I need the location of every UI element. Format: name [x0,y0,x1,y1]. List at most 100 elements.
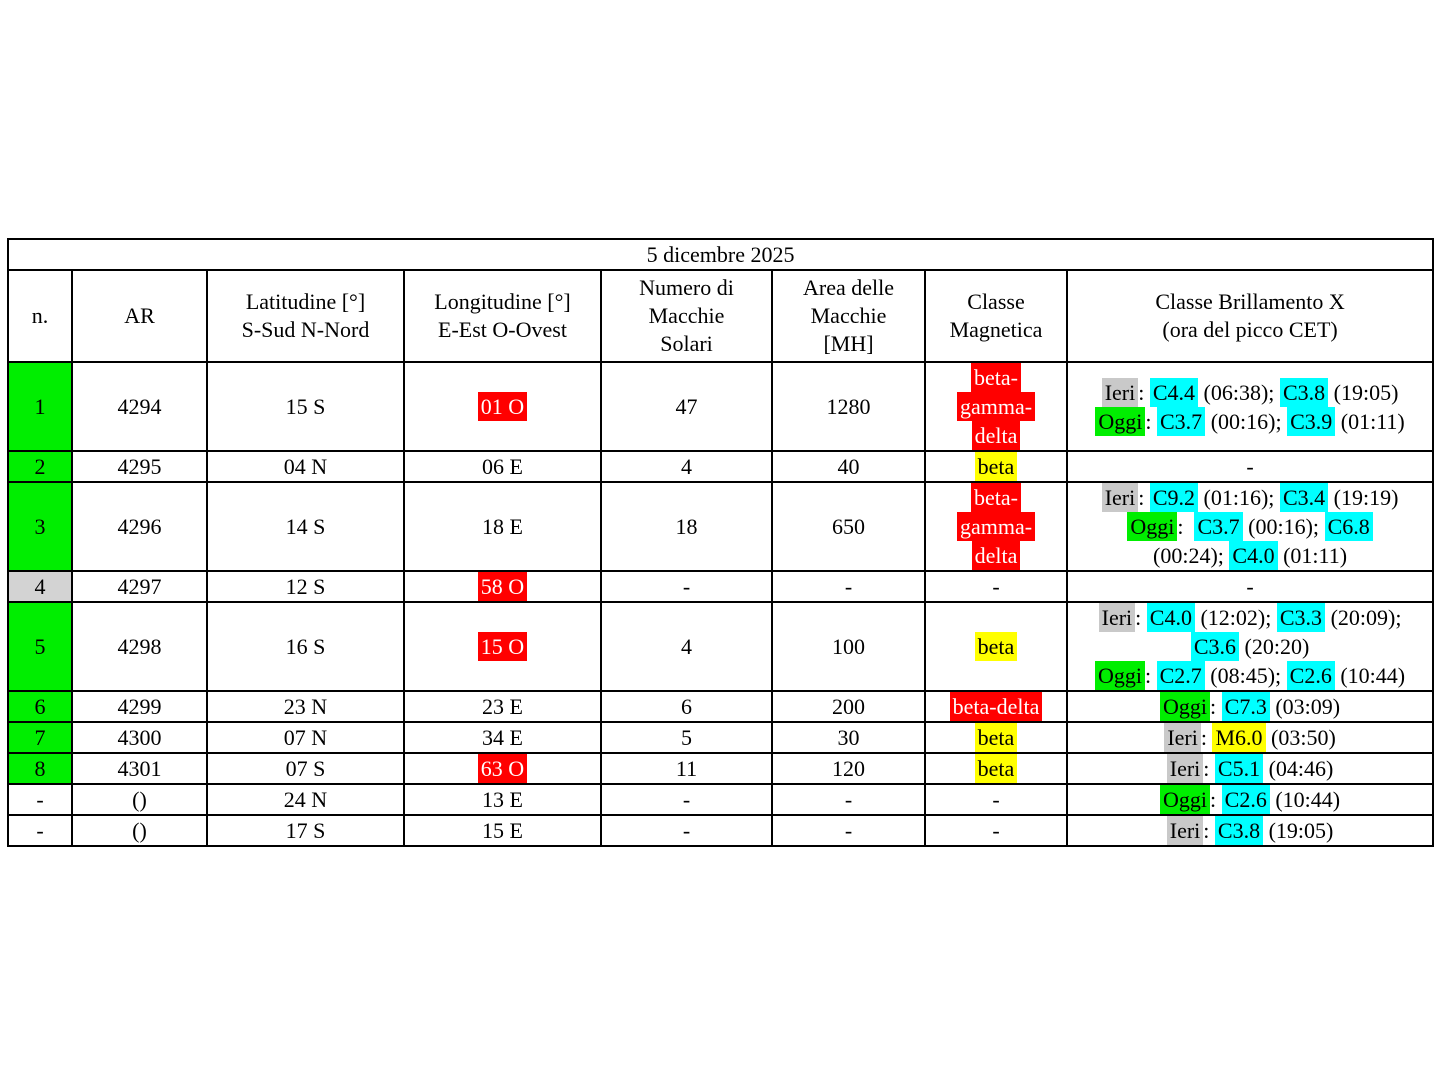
flare-magnitude: C6.8 [1324,512,1373,541]
magnetic-class-line: - [927,573,1065,600]
cell-ar: 4298 [71,601,208,692]
header-line: Latitudine [°] [245,289,366,314]
cell-spot-area: 120 [771,752,926,785]
flare-line: Oggi: C3.7 (00:16); C3.9 (01:11) [1069,406,1431,436]
text-segment: (10:44) [1334,663,1406,688]
magnetic-class-line: gamma- [927,512,1065,541]
cell-ar: () [71,783,208,816]
longitude-value: 13 E [482,787,523,812]
table-row: -() 24 N 13 E - - - Oggi: C2.6 (10:44) [7,783,1435,816]
cell-number: - [7,783,73,816]
cell-latitude: 24 N [206,783,405,816]
column-header-ar: AR [71,269,208,363]
text-segment: (01:11) [1277,543,1348,568]
header-line: [MH] [823,331,874,356]
cell-ar: 4295 [71,450,208,483]
flare-magnitude: C3.8 [1214,817,1264,844]
cell-flare-class: Ieri: C4.0 (12:02); C3.3 (20:09); C3.6 (2… [1065,601,1435,692]
cell-magnetic-class: beta-gamma-delta [924,361,1068,452]
text-segment: : [1200,725,1213,750]
column-header-longitude: Longitudine [°] E-Est O-Ovest [403,269,602,363]
cell-number: 2 [7,450,73,483]
cell-spot-count: 4 [600,450,773,483]
flare-magnitude: C3.4 [1279,484,1329,512]
cell-ar: 4294 [71,361,208,452]
longitude-value: 06 E [482,454,523,479]
cell-latitude: 12 S [206,570,405,603]
cell-ar: 4297 [71,570,208,603]
longitude-value: 23 E [482,694,523,719]
header-line: Numero di [639,275,734,300]
flare-magnitude: C3.9 [1287,406,1336,436]
cell-spot-area: 30 [771,721,926,754]
table-row: 1 4294 15 S 01 O 47 1280 beta-gamma-delta Ieri:… [7,361,1435,452]
cell-spot-count: - [600,814,773,847]
flare-magnitude: C3.6 [1190,632,1240,661]
header-line: Macchie [648,303,725,328]
table-row: -() 17 S 15 E - - - Ieri: C3.8 (19:05) [7,814,1435,847]
cell-spot-area: - [771,783,926,816]
cell-number: 6 [7,690,73,723]
cell-flare-class: Oggi: C2.6 (10:44) [1065,783,1435,816]
table-title: 5 dicembre 2025 [6,238,1435,271]
header-line: Longitudine [°] [434,289,571,314]
magnetic-class-line: gamma- [927,392,1065,421]
text-segment: - [1246,574,1254,599]
flare-magnitude: C3.7 [1194,512,1243,541]
text-segment: (00:16); [1242,514,1325,539]
cell-spot-area: 650 [771,481,926,572]
cell-longitude: 34 E [403,721,602,754]
cell-spot-area: 100 [771,601,926,692]
flare-magnitude: C4.4 [1149,377,1199,407]
flare-magnitude: C7.3 [1221,693,1270,720]
cell-latitude: 04 N [206,450,405,483]
cell-flare-class: - [1065,450,1435,483]
magnetic-class-line: beta- [927,364,1065,392]
table-row: 7 4300 07 N 34 E 5 30 beta Ieri: M6.0 (03:50) [7,721,1435,754]
cell-number: - [7,814,73,847]
cell-magnetic-class: beta-gamma-delta [924,481,1068,572]
flare-line: Ieri: C5.1 (04:46) [1069,755,1431,782]
column-header-flare-class: Classe Brillamento X (ora del picco CET) [1065,269,1435,363]
magnetic-class-value: beta [974,724,1018,751]
table-row: 5 4298 16 S 15 O 4 100 beta Ieri: C4.0 (12:02);… [7,601,1435,692]
table-body: 5 dicembre 2025 n. AR Latitudine [°] S-Sud … [6,238,1435,847]
longitude-value: 15 O [477,632,528,661]
flare-line: Ieri: C9.2 (01:16); C3.4 (19:19) [1069,484,1431,512]
day-label: Ieri [1164,724,1201,751]
column-header-sunspot-area: Area delle Macchie [MH] [771,269,926,363]
text-segment: (03:09) [1269,694,1341,719]
flare-line: Oggi: C3.7 (00:16); C6.8 [1069,512,1431,541]
text-segment: : [1135,605,1147,630]
cell-flare-class: - [1065,570,1435,603]
text-segment: (01:11) [1335,408,1405,434]
day-label: Oggi [1127,512,1178,541]
cell-number: 3 [7,481,73,572]
magnetic-class-value: - [992,574,1000,599]
cell-flare-class: Ieri: C9.2 (01:16); C3.4 (19:19) Oggi: C3… [1065,481,1435,572]
column-header-latitude: Latitudine [°] S-Sud N-Nord [206,269,405,363]
cell-spot-count: 5 [600,721,773,754]
table-row: 3 4296 14 S 18 E 18 650 beta-gamma-delta Ieri: … [7,481,1435,572]
text-segment: (20:20) [1239,634,1310,659]
flare-magnitude: M6.0 [1212,724,1266,751]
cell-flare-class: Ieri: C4.4 (06:38); C3.8 (19:05) Oggi: C3… [1065,361,1435,452]
flare-line: (00:24); C4.0 (01:11) [1069,541,1431,569]
cell-ar: 4296 [71,481,208,572]
column-header-sunspot-count: Numero di Macchie Solari [600,269,773,363]
text-segment: : [1138,485,1150,510]
cell-latitude: 07 N [206,721,405,754]
cell-spot-count: - [600,783,773,816]
flare-magnitude: C3.7 [1157,406,1206,436]
flare-line: Ieri: C4.0 (12:02); C3.3 (20:09); [1069,604,1431,632]
flare-line: - [1069,573,1431,600]
text-segment: (10:44) [1269,787,1341,812]
table-row: 6 4299 23 N 23 E 6 200 beta-delta Oggi: C7.3 (0… [7,690,1435,723]
cell-longitude: 15 O [403,601,602,692]
longitude-value: 18 E [482,514,523,539]
magnetic-class-line: beta-delta [927,693,1065,720]
flare-line: Oggi: C2.7 (08:45); C2.6 (10:44) [1069,661,1431,689]
table-row: 8 4301 07 S 63 O 11 120 beta Ieri: C5.1 (04:46) [7,752,1435,785]
text-segment: (19:05) [1328,379,1399,405]
magnetic-class-value: beta [974,453,1018,480]
